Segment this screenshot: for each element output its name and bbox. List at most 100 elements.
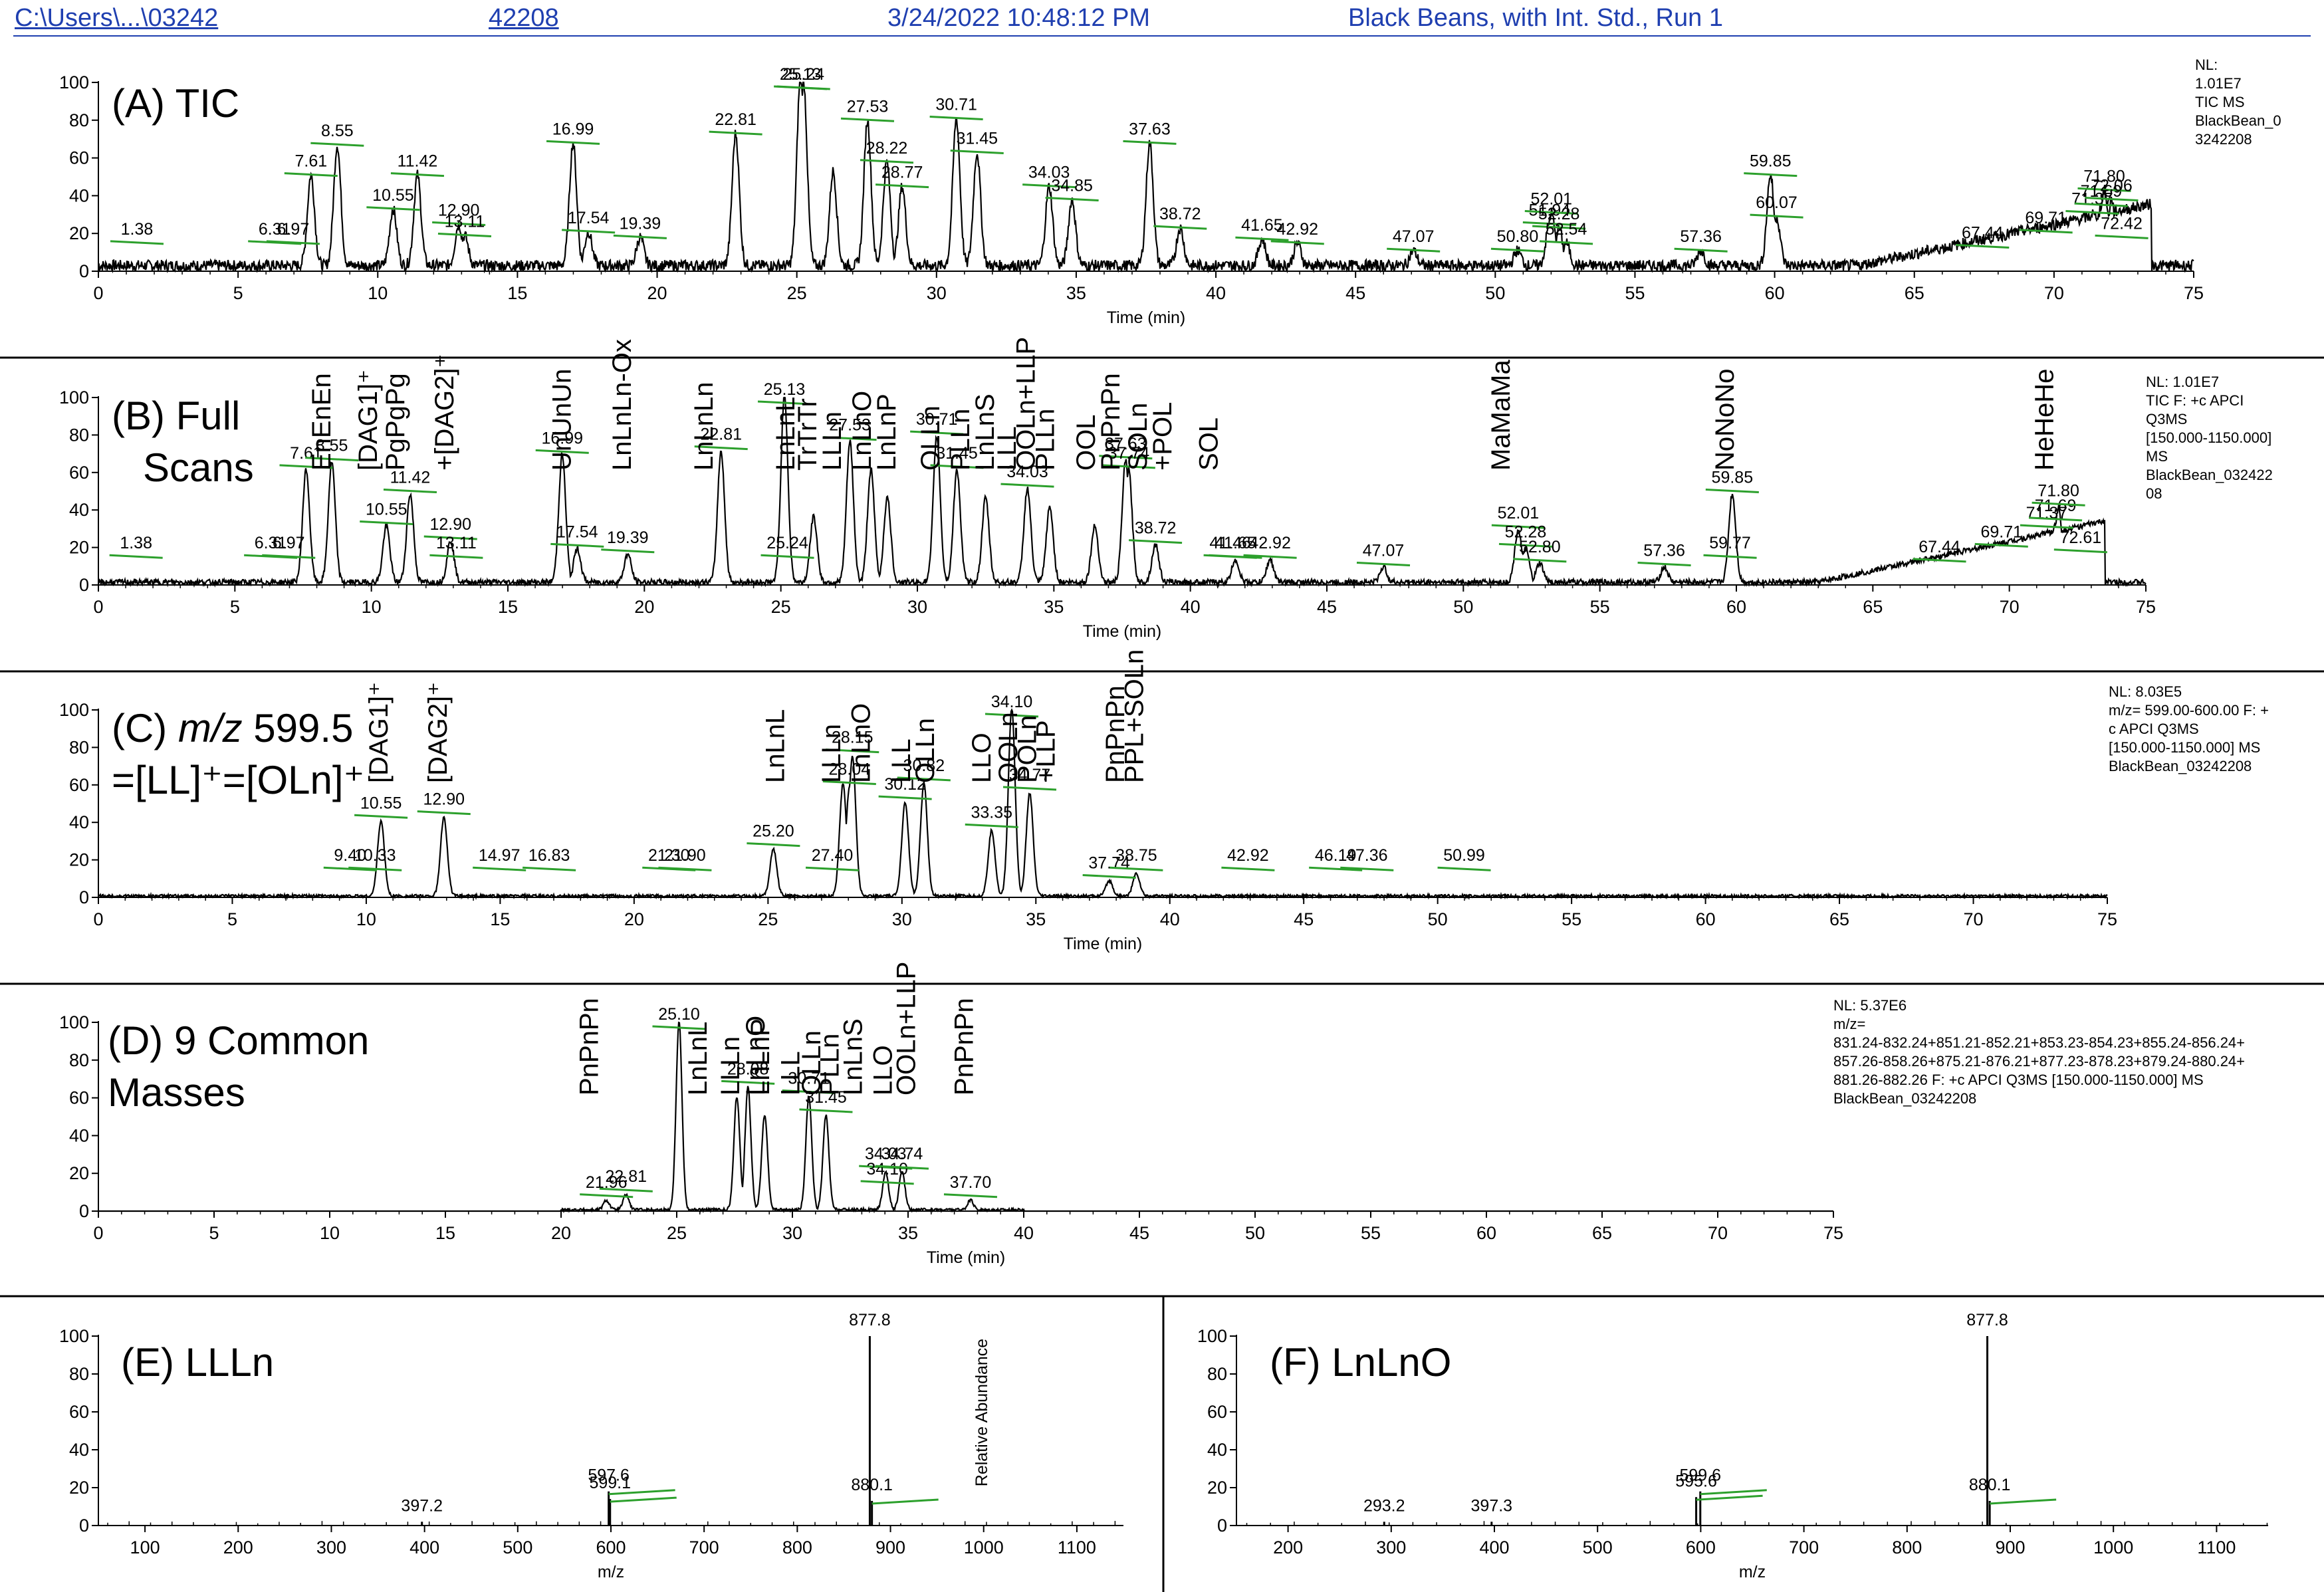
panel-subtitle: Scans: [143, 445, 254, 490]
tag-assignment: LnLnP: [872, 394, 901, 471]
chromatogram-trace: [98, 708, 2108, 901]
peak-label: 71.80: [2037, 481, 2079, 500]
peak-label: 52.80: [1519, 538, 1561, 556]
panel-subtitle: Masses: [108, 1070, 245, 1115]
peak-label: 34.10: [866, 1160, 908, 1179]
peak-label: 33.35: [971, 803, 1013, 822]
peak-label: 37.70: [950, 1173, 992, 1192]
peak-callout: [930, 464, 984, 469]
x-tick-label: 35: [1044, 597, 1064, 617]
x-tick-label: 15: [507, 283, 527, 303]
x-tick-label: 30: [892, 909, 912, 929]
peak-label: 59.85: [1712, 469, 1754, 487]
x-tick-label: 45: [1129, 1223, 1149, 1243]
peak-callout: [1637, 562, 1691, 567]
peak-callout: [550, 542, 604, 548]
x-tick-label: 65: [1863, 597, 1883, 617]
y-tick-label: 40: [69, 185, 89, 205]
peak-label: 599.1: [589, 1474, 631, 1492]
x-tick-label: 1000: [2093, 1537, 2133, 1557]
peak-callout: [1270, 240, 1324, 245]
x-tick-label: 5: [233, 283, 243, 303]
x-tick-label: 50: [1453, 597, 1473, 617]
peak-label: 27.53: [847, 97, 889, 116]
peak-callout: [1974, 542, 2028, 548]
peak-callout: [1513, 558, 1567, 563]
peak-label: 41.65: [1241, 216, 1283, 235]
x-tick-label: 55: [1361, 1223, 1381, 1243]
x-tick-label: 25: [667, 1223, 687, 1243]
x-tick-label: 0: [93, 283, 103, 303]
x-tick-label: 40: [1160, 909, 1180, 929]
x-tick-label: 60: [1726, 597, 1746, 617]
peak-callout: [878, 795, 932, 800]
peak-callout: [1491, 524, 1545, 529]
y-tick-label: 100: [59, 700, 89, 720]
peak-label: 13.11: [436, 534, 477, 552]
panel-b: 0 20 40 60 80 100 0 5 10 15 20 25 30 35 40 45 50 55 60 65 70…: [59, 337, 2273, 641]
peak-callout: [1099, 455, 1153, 460]
peak-label: 41.65: [1215, 534, 1256, 552]
file-name-link[interactable]: 42208: [489, 4, 559, 32]
peak-callout: [823, 436, 877, 441]
peak-callout: [1123, 140, 1177, 145]
tag-assignment: LnLnS: [838, 1018, 868, 1095]
y-tick-label: 20: [69, 1163, 89, 1183]
peak-label: 38.72: [1159, 205, 1201, 223]
peak-label: 72.06: [2091, 177, 2133, 195]
y-tick-label: 80: [1207, 1364, 1227, 1384]
x-tick-label: 0: [93, 597, 103, 617]
tag-assignment: PLLn: [816, 1034, 845, 1095]
peak-callout: [266, 240, 320, 245]
x-tick-label: 70: [1964, 909, 1984, 929]
peak-callout: [1750, 213, 1803, 219]
tag-assignment: NoNoNo: [1710, 369, 1740, 471]
peak-label: 34.77: [1009, 766, 1051, 784]
tag-assignment: OLLn: [797, 1030, 826, 1095]
x-tick-label: 45: [1294, 909, 1314, 929]
peak-label: 57.36: [1680, 227, 1722, 246]
chromatogram-trace: [98, 81, 2194, 275]
peak-callout: [1540, 240, 1593, 245]
x-tick-label: 35: [898, 1223, 918, 1243]
peak-callout: [610, 1496, 677, 1503]
peak-label: 67.44: [1962, 224, 2004, 243]
tag-assignment: PnPnPn: [575, 998, 604, 1095]
peak-callout: [1956, 244, 2010, 249]
tag-assignment: UnUnUn: [547, 369, 576, 471]
peak-label: 22.81: [715, 110, 756, 129]
peak-label: 8.55: [316, 437, 348, 455]
peak-callout: [2074, 202, 2128, 207]
y-axis-label: Relative Abundance: [973, 1339, 991, 1486]
x-tick-label: 25: [758, 909, 778, 929]
y-tick-label: 60: [69, 1402, 89, 1422]
x-tick-label: 900: [875, 1537, 905, 1557]
peak-label: 6.31: [255, 534, 287, 552]
file-path-link[interactable]: C:\Users\...\03242: [15, 4, 219, 32]
x-tick-label: 70: [1708, 1223, 1728, 1243]
acquisition-datetime: 3/24/2022 10:48:12 PM: [887, 4, 1151, 32]
panel-d: 0 20 40 60 80 100 0 5 10 15 20 25 30 35 40 45 50 55 60 65 70…: [59, 962, 2245, 1267]
x-tick-label: 800: [782, 1537, 812, 1557]
peak-callout: [1387, 247, 1441, 253]
normalization-info: 831.24-832.24+851.21-852.21+853.23-854.2…: [1833, 1034, 2245, 1051]
peak-callout: [305, 457, 359, 462]
normalization-info: NL: 8.03E5: [2109, 683, 2182, 700]
y-tick-label: 60: [69, 1088, 89, 1108]
peak-label: 31.45: [805, 1088, 847, 1107]
peak-callout: [860, 1180, 914, 1185]
peak-label: 397.3: [1471, 1496, 1513, 1515]
peak-label: 38.75: [1115, 846, 1157, 865]
x-tick-label: 60: [1476, 1223, 1496, 1243]
peak-label: 25.24: [766, 534, 808, 552]
tag-assignment: OLLn: [911, 718, 940, 783]
peak-label: 34.10: [991, 693, 1033, 711]
y-tick-label: 20: [69, 850, 89, 870]
peak-callout: [417, 810, 471, 816]
peak-callout: [310, 142, 364, 147]
tag-assignment: LnLnP: [746, 1018, 775, 1095]
chromatogram-trace: [98, 1021, 1833, 1214]
peak-label: 6.97: [277, 220, 310, 239]
peak-label: 52.54: [1546, 220, 1587, 239]
x-tick-label: 45: [1317, 597, 1337, 617]
